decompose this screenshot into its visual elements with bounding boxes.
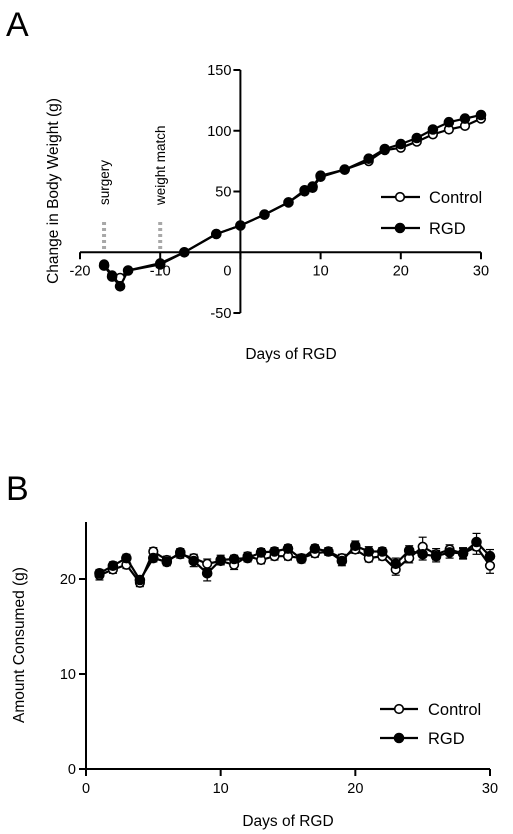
data-point-rgd (282, 543, 294, 554)
x-tick-label: 0 (82, 781, 90, 797)
data-point-rgd (148, 552, 159, 564)
legend-label: Control (428, 701, 481, 719)
data-point-rgd (283, 197, 294, 208)
data-point-rgd (106, 271, 118, 282)
x-tick-label: 20 (347, 781, 363, 797)
data-point-rgd (307, 181, 318, 192)
y-tick-label: -50 (210, 306, 231, 322)
data-point-rgd (235, 220, 246, 231)
data-point-rgd (215, 554, 226, 566)
data-point-rgd (443, 116, 455, 128)
data-point-rgd (121, 552, 132, 564)
annotation-label: weight match (153, 125, 168, 206)
data-point-rgd (363, 546, 375, 557)
legend-marker (394, 222, 406, 234)
data-point-rgd (377, 546, 388, 557)
data-point-rgd (94, 568, 105, 579)
y-tick-label: 10 (60, 667, 76, 683)
legend-label: RGD (428, 730, 465, 748)
data-point-rgd (444, 547, 455, 558)
data-point-rgd (309, 543, 321, 554)
panel-b-letter: B (6, 470, 29, 508)
annotation-label: surgery (97, 160, 112, 205)
data-point-rgd (179, 247, 190, 258)
data-point-rgd (395, 138, 407, 150)
data-point-rgd (471, 536, 482, 548)
x-tick-label: -10 (150, 263, 171, 279)
data-point-rgd (122, 265, 134, 276)
legend-marker (393, 703, 405, 715)
x-axis-title: Days of RGD (242, 813, 333, 830)
y-axis-title: Change in Body Weight (g) (45, 98, 62, 284)
x-tick-label: 30 (473, 263, 489, 279)
x-axis-title: Days of RGD (245, 346, 336, 363)
data-point-rgd (336, 555, 348, 567)
data-point-rgd (188, 555, 199, 567)
data-point-rgd (228, 553, 240, 565)
y-axis-title: Amount Consumed (g) (11, 567, 28, 723)
x-tick-label: 10 (213, 781, 229, 797)
data-point-rgd (98, 260, 110, 271)
data-point-rgd (255, 547, 267, 558)
x-tick-label: -20 (70, 263, 91, 279)
legend-label: RGD (429, 220, 466, 238)
data-point-rgd (107, 560, 119, 572)
data-point-rgd (403, 545, 415, 556)
y-tick-label: 100 (207, 124, 231, 140)
data-point-rgd (296, 553, 307, 565)
legend-label: Control (429, 189, 482, 207)
y-tick-label: 50 (215, 185, 231, 201)
data-point-rgd (457, 548, 469, 559)
data-point-control (484, 560, 496, 571)
data-point-rgd (259, 209, 270, 220)
data-point-rgd (339, 164, 351, 175)
data-point-rgd (323, 546, 334, 557)
data-point-rgd (417, 549, 429, 560)
data-point-rgd (175, 547, 186, 558)
panel-a-chart: surgery weight match -20 -10 10 20 30 -50 50 100 1… (45, 63, 489, 363)
x-tick-label: 10 (313, 263, 329, 279)
data-point-rgd (427, 124, 439, 135)
origin-tick-label: 0 (223, 263, 231, 279)
panel-b-chart: 0 10 20 30 0 10 20 Days of RGD Amount Consumed (… (11, 522, 498, 830)
series-line-rgd (98, 540, 491, 582)
data-point-rgd (161, 556, 173, 568)
data-point-rgd (459, 113, 471, 124)
data-point-rgd (134, 574, 146, 586)
data-point-rgd (379, 143, 391, 155)
data-point-rgd (411, 132, 423, 144)
y-tick-label: 150 (207, 63, 231, 79)
data-point-rgd (475, 109, 487, 121)
data-point-rgd (242, 552, 253, 564)
legend-marker (393, 732, 405, 744)
x-tick-label: 20 (393, 263, 409, 279)
data-point-rgd (315, 170, 326, 181)
data-point-rgd (201, 568, 213, 579)
y-tick-label: 0 (68, 762, 76, 778)
data-point-control (202, 558, 213, 569)
data-point-rgd (363, 153, 375, 164)
data-point-rgd (269, 546, 280, 557)
data-point-rgd (430, 550, 442, 562)
data-point-rgd (114, 281, 126, 292)
data-point-rgd (154, 259, 166, 270)
y-tick-label: 20 (60, 572, 76, 588)
data-point-rgd (350, 540, 361, 552)
x-tick-label: 30 (482, 781, 498, 797)
data-point-rgd (211, 228, 222, 240)
data-point-rgd (484, 550, 496, 562)
panel-a-letter: A (6, 6, 29, 44)
legend-marker (394, 191, 406, 203)
data-point-rgd (390, 558, 402, 570)
